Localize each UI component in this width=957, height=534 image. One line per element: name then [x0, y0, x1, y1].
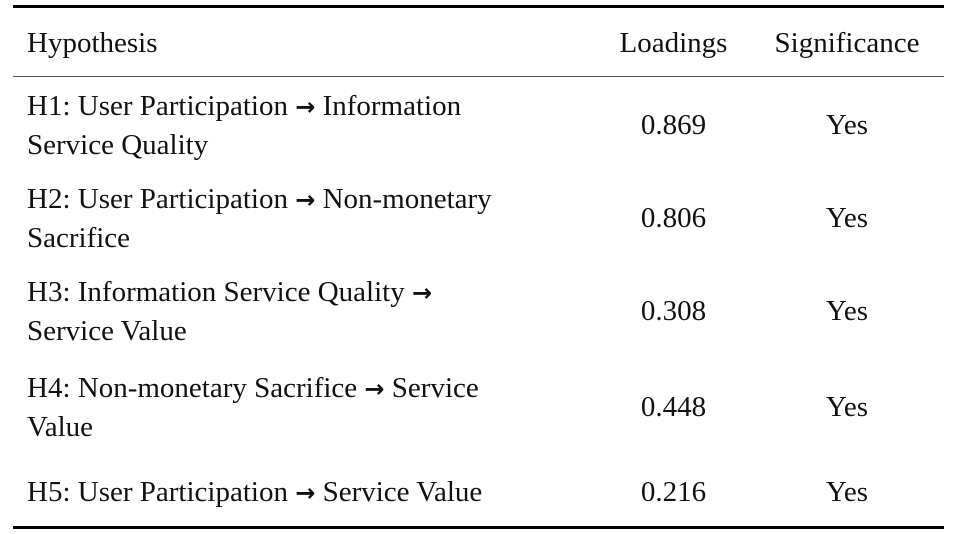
table-row-h5-significance: Yes [825, 476, 869, 508]
bottom-rule [13, 526, 944, 529]
right-arrow-icon: → [295, 479, 316, 507]
table-row-h4-significance: Yes [825, 391, 869, 423]
hypothesis-text: Non-monetary [315, 183, 492, 215]
table-row-h2-significance: Yes [825, 202, 869, 234]
right-arrow-icon: → [411, 279, 433, 307]
hypothesis-text: H2: User Participation [27, 183, 296, 215]
right-arrow-icon: → [364, 375, 385, 403]
hypothesis-text: Sacrifice [27, 222, 131, 254]
hypothesis-text: Service Value [315, 476, 483, 508]
table-row-h2-loading: 0.806 [640, 202, 707, 234]
table-row-h4-loading: 0.448 [640, 391, 707, 423]
top-rule [13, 5, 944, 8]
header-hypothesis: Hypothesis [27, 27, 158, 59]
hypothesis-text: H1: User Participation [27, 90, 296, 122]
hypothesis-text: H4: Non-monetary Sacrifice [27, 372, 365, 404]
header-loadings: Loadings [619, 27, 728, 59]
header-rule [13, 76, 944, 77]
table-row-h5-hypothesis: H5: User Participation → Service Value [27, 473, 482, 512]
table-row-h1-loading: 0.869 [640, 109, 707, 141]
right-arrow-icon: → [295, 93, 316, 121]
table-row-h5-loading: 0.216 [640, 476, 707, 508]
table-row-h3-loading: 0.308 [640, 295, 707, 327]
table-row-h2-hypothesis: H2: User Participation → Non-monetary Sa… [27, 180, 492, 257]
hypothesis-text: Service Quality [27, 129, 209, 161]
hypothesis-text: Value [27, 411, 94, 443]
right-arrow-icon: → [295, 186, 316, 214]
hypothesis-text: Service [384, 372, 479, 404]
table-row-h3-hypothesis: H3: Information Service Quality → Servic… [27, 273, 432, 350]
table-row-h4-hypothesis: H4: Non-monetary Sacrifice → Service Val… [27, 369, 479, 446]
hypothesis-text: H3: Information Service Quality [27, 276, 412, 308]
table-row-h1-significance: Yes [825, 109, 869, 141]
header-significance: Significance [774, 27, 920, 59]
hypothesis-text: Information [315, 90, 462, 122]
hypothesis-text: Service Value [27, 315, 187, 347]
hypothesis-text: H5: User Participation [27, 476, 296, 508]
table-row-h3-significance: Yes [825, 295, 869, 327]
table-row-h1-hypothesis: H1: User Participation → Information Ser… [27, 87, 461, 164]
